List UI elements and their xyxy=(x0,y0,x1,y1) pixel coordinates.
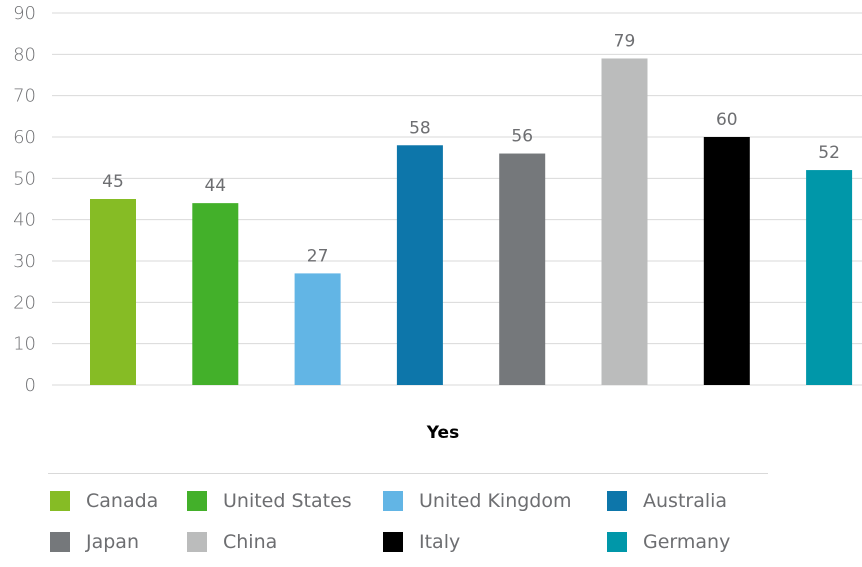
data-label: 79 xyxy=(614,31,636,51)
bars xyxy=(90,58,853,385)
legend-label: Australia xyxy=(643,490,728,512)
x-axis-label: Yes xyxy=(426,423,460,443)
legend-item: China xyxy=(187,529,277,555)
data-label: 58 xyxy=(409,118,431,138)
gridlines xyxy=(52,12,862,386)
legend-swatch xyxy=(607,532,627,552)
y-tick-label: 0 xyxy=(25,375,36,396)
legend-label: United Kingdom xyxy=(419,490,572,512)
bar-germany xyxy=(806,170,853,385)
legend-item: Japan xyxy=(50,529,139,555)
data-label: 56 xyxy=(511,127,533,147)
legend-item: Germany xyxy=(607,529,730,555)
legend-item: United States xyxy=(187,488,352,514)
y-axis-ticks: 0 10 20 30 40 50 60 70 80 90 xyxy=(13,3,36,396)
legend-swatch xyxy=(50,532,70,552)
y-tick-label: 90 xyxy=(13,3,36,24)
bar-china xyxy=(601,58,648,385)
bar-chart: 0 10 20 30 40 50 60 70 80 90 45 44 27 58 56 79 60 52 xyxy=(13,3,862,396)
y-tick-label: 20 xyxy=(13,292,36,313)
bar-canada xyxy=(90,199,136,385)
legend-swatch xyxy=(383,491,403,511)
data-label: 52 xyxy=(818,143,840,163)
bar-italy xyxy=(703,137,750,385)
bar-japan xyxy=(499,153,546,385)
y-tick-label: 10 xyxy=(13,334,36,355)
legend-label: United States xyxy=(223,490,352,512)
legend-swatch xyxy=(50,491,70,511)
bar-australia xyxy=(396,145,443,385)
legend-swatch xyxy=(607,491,627,511)
y-tick-label: 30 xyxy=(13,251,36,272)
legend-item: United Kingdom xyxy=(383,488,572,514)
data-label: 45 xyxy=(102,172,124,192)
y-tick-label: 50 xyxy=(13,168,36,189)
data-label: 44 xyxy=(204,176,226,196)
data-label: 27 xyxy=(307,246,329,266)
data-label: 60 xyxy=(716,110,738,130)
legend-swatch xyxy=(187,532,207,552)
legend-label: Japan xyxy=(86,531,139,553)
legend-label: China xyxy=(223,531,278,553)
y-tick-label: 80 xyxy=(13,44,36,65)
bar-united-states xyxy=(192,203,239,385)
legend-label: Germany xyxy=(643,531,731,553)
legend-swatch xyxy=(383,532,403,552)
legend-item: Australia xyxy=(607,488,727,514)
legend-item: Canada xyxy=(50,488,158,514)
legend-item: Italy xyxy=(383,529,460,555)
legend-label: Italy xyxy=(419,531,461,553)
bar-united-kingdom xyxy=(294,273,341,385)
y-tick-label: 40 xyxy=(13,210,36,231)
legend-label: Canada xyxy=(86,490,159,512)
data-labels: 45 44 27 58 56 79 60 52 xyxy=(102,31,840,266)
y-tick-label: 60 xyxy=(13,127,36,148)
legend-swatch xyxy=(187,491,207,511)
legend-divider xyxy=(48,473,768,474)
y-tick-label: 70 xyxy=(13,86,36,107)
